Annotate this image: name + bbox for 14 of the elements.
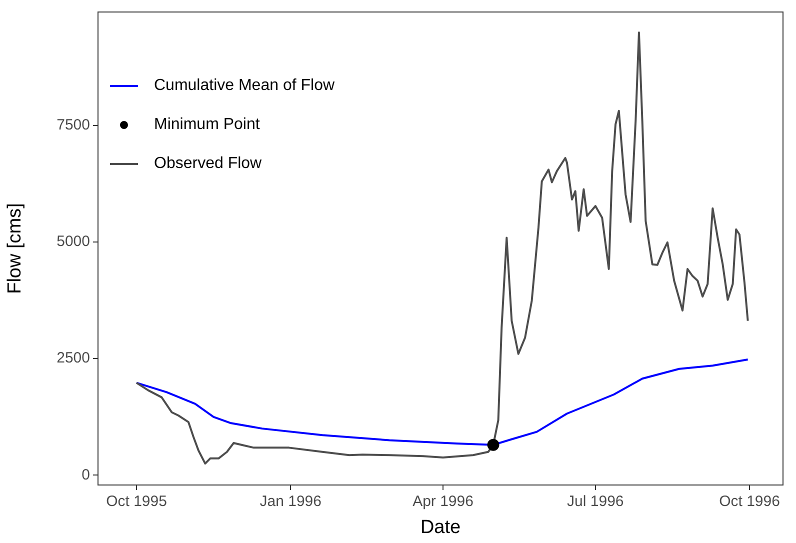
legend-label: Minimum Point: [154, 116, 260, 134]
y-tick-label: 7500: [56, 116, 90, 134]
x-tick-label: Oct 1996: [719, 493, 780, 510]
y-tick-label: 2500: [56, 350, 90, 367]
x-tick-label: Oct 1995: [106, 493, 167, 510]
x-axis-title: Date: [420, 516, 461, 538]
y-tick-label: 5000: [56, 233, 90, 250]
x-tick-label: Apr 1996: [412, 493, 474, 510]
x-tick-label: Jul 1996: [567, 493, 624, 510]
y-axis-title: Flow [cms]: [4, 203, 26, 294]
y-tick-label: 0: [82, 466, 90, 484]
legend-label: Observed Flow: [154, 154, 262, 172]
legend-label: Cumulative Mean of Flow: [154, 76, 335, 94]
x-tick-label: Jan 1996: [260, 493, 322, 510]
